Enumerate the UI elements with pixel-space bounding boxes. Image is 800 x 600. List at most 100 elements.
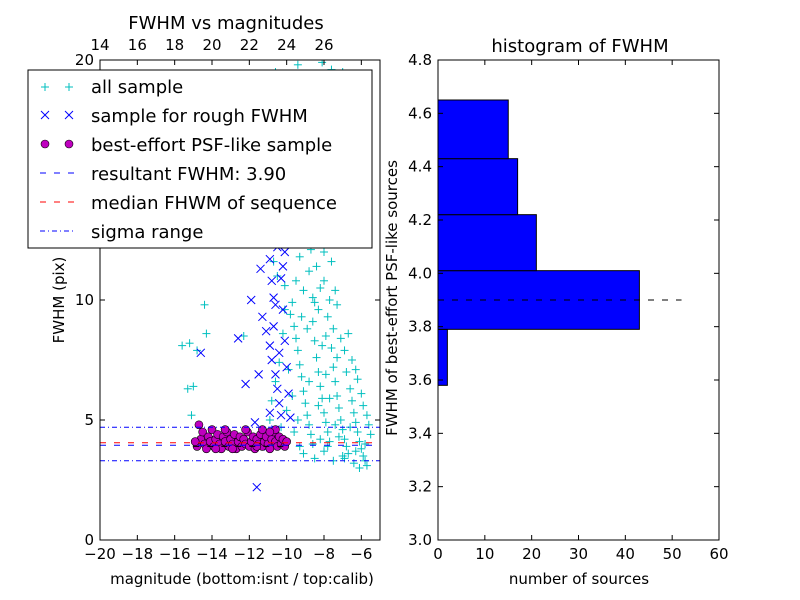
scatter-point-plus: [295, 252, 304, 261]
scatter-point-plus: [361, 440, 370, 448]
scatter-point-plus: [320, 248, 328, 256]
scatter-point-plus: [303, 324, 312, 333]
x-tick-label: −14: [196, 545, 228, 563]
scatter-point-x: [286, 413, 295, 422]
scatter-point-plus: [321, 332, 330, 340]
scatter-point-plus: [305, 377, 314, 386]
scatter-point-plus: [290, 322, 299, 331]
scatter-point-plus: [310, 298, 319, 307]
scatter-point-plus: [327, 344, 336, 352]
histogram-data-layer: [437, 99, 682, 386]
scatter-point-plus: [280, 305, 289, 314]
scatter-point-x: [246, 295, 256, 305]
series-best-effort-psf-like-sample: [190, 420, 291, 454]
y-tick-label: 3.6: [408, 371, 432, 389]
scatter-point-plus: [320, 408, 328, 417]
x-tick-label: −20: [84, 545, 116, 563]
scatter-point-plus: [303, 411, 312, 420]
scatter-point-x: [254, 370, 264, 379]
histogram-ticks: 0 10 20 30 40 50 60 3.0 3.2 3.4 3.6 3.8 4.0 4.2 4.4 4.6…: [408, 51, 728, 563]
scatter-legend: all sample sample for rough FWHM best-ef…: [27, 69, 373, 249]
histogram-bar: [437, 328, 448, 386]
scatter-point-plus: [273, 272, 282, 280]
scatter-point-plus: [340, 346, 349, 355]
scatter-point-x: [274, 398, 284, 408]
legend-entry-all-sample: all sample: [41, 77, 183, 98]
scatter-point-x: [269, 322, 278, 331]
scatter-point-plus: [295, 360, 304, 369]
scatter-point-plus: [200, 300, 209, 309]
scatter-point-x: [258, 312, 267, 322]
scatter-point-plus: [325, 394, 334, 403]
scatter-point-plus: [334, 404, 343, 412]
scatter-point-x: [274, 348, 284, 358]
scatter-point-plus: [310, 454, 319, 463]
scatter-point-plus: [297, 372, 306, 381]
scatter-point-x: [265, 254, 275, 264]
scatter-point-plus: [331, 377, 340, 386]
scatter-point-plus: [342, 368, 351, 376]
scatter-point-plus: [187, 411, 196, 420]
y-tick-label: 4.4: [408, 158, 432, 176]
legend-x-marker: [40, 110, 74, 120]
scatter-point-plus: [308, 293, 317, 302]
top-x-tick-label: 14: [90, 36, 109, 54]
scatter-point-plus: [278, 329, 287, 338]
legend-entry-rough-sample: sample for rough FWHM: [40, 106, 308, 127]
scatter-point-x: [272, 384, 282, 394]
scatter-point-plus: [297, 312, 306, 321]
scatter-point-plus: [292, 276, 300, 285]
scatter-point-plus: [267, 396, 276, 405]
scatter-point-plus: [325, 296, 334, 304]
y-tick-label: 3.8: [408, 318, 432, 336]
legend-entry-psf-sample: best-effort PSF-like sample: [40, 135, 332, 156]
top-x-tick-label: 20: [202, 36, 221, 54]
y-tick-label: 0: [84, 531, 94, 549]
scatter-point-circle: [228, 444, 237, 454]
scatter-x-label: magnitude (bottom:isnt / top:calib): [110, 570, 374, 588]
legend-entry-resultant-fwhm: resultant FWHM: 3.90: [40, 164, 286, 185]
y-tick-label: 4.0: [408, 264, 432, 282]
scatter-point-x: [276, 410, 286, 420]
scatter-point-plus: [327, 257, 336, 266]
scatter-point-plus: [323, 442, 332, 451]
scatter-point-x: [278, 262, 288, 271]
scatter-point-plus: [310, 336, 319, 345]
legend-plus-marker: [41, 83, 73, 91]
scatter-point-plus: [323, 312, 332, 321]
legend-label: resultant FWHM: 3.90: [91, 164, 286, 185]
scatter-point-plus: [269, 257, 278, 266]
x-tick-label: 30: [569, 545, 588, 563]
scatter-point-plus: [316, 284, 325, 292]
scatter-point-plus: [295, 442, 304, 451]
y-tick-label: 3.4: [408, 424, 432, 442]
x-tick-label: 60: [709, 545, 728, 563]
y-tick-label: 3.0: [408, 531, 432, 549]
histogram-bar: [437, 214, 537, 272]
y-tick-label: 4.8: [408, 51, 432, 69]
scatter-point-plus: [178, 341, 187, 350]
scatter-point-x: [271, 370, 280, 379]
scatter-point-x: [265, 408, 275, 418]
scatter-point-plus: [301, 399, 310, 408]
y-tick-label: 4.6: [408, 104, 432, 122]
scatter-point-plus: [286, 310, 295, 319]
scatter-point-plus: [353, 428, 362, 436]
x-tick-label: 50: [663, 545, 682, 563]
scatter-point-plus: [333, 353, 342, 362]
scatter-point-plus: [282, 406, 291, 415]
scatter-point-plus: [271, 377, 280, 386]
scatter-point-plus: [357, 389, 366, 398]
scatter-point-plus: [333, 300, 342, 309]
scatter-point-plus: [355, 464, 364, 472]
scatter-point-plus: [348, 356, 356, 364]
scatter-point-x: [276, 274, 286, 283]
scatter-point-plus: [308, 440, 317, 448]
scatter-plot-area: [100, 60, 380, 492]
scatter-point-plus: [331, 420, 340, 429]
scatter-point-plus: [342, 442, 351, 451]
scatter-point-x: [280, 247, 290, 257]
scatter-point-plus: [336, 416, 345, 424]
scatter-point-plus: [329, 324, 338, 333]
